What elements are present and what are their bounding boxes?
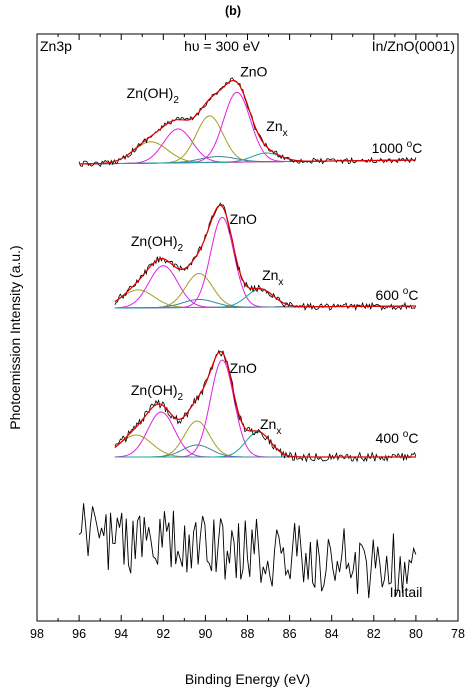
- peak-label: Znx: [262, 267, 283, 288]
- x-tick-label: 94: [114, 627, 128, 641]
- spectrum-1: [114, 202, 417, 312]
- x-tick-label: 82: [367, 627, 381, 641]
- core-level-label: Zn3p: [40, 38, 72, 54]
- x-tick-label: 92: [156, 627, 170, 641]
- peak-label: ZnO: [230, 360, 257, 376]
- x-tick-label: 88: [241, 627, 255, 641]
- chart-texts: Binding Energy (eV) Photoemission Intensi…: [7, 4, 455, 687]
- fit-component-0: [114, 434, 416, 458]
- spectrum-label: 1000 oC: [372, 139, 423, 156]
- spectrum-label: 600 oC: [376, 286, 419, 303]
- x-tick-label: 78: [451, 627, 465, 641]
- panel-label: (b): [225, 4, 241, 18]
- spectrum-label: 400 oC: [376, 429, 419, 446]
- y-axis-label: Photoemission Intensity (a.u.): [7, 245, 23, 429]
- peak-label: Zn(OH)2: [131, 233, 184, 254]
- spectra: [78, 77, 417, 599]
- peak-label: Zn(OH)2: [127, 85, 180, 106]
- peak-label: Znx: [266, 118, 287, 139]
- peak-label: ZnO: [240, 64, 267, 80]
- sample-label: In/ZnO(0001): [372, 38, 455, 54]
- raw-data-line: [114, 349, 417, 463]
- x-tick-label: 96: [72, 627, 86, 641]
- x-tick-label: 90: [198, 627, 212, 641]
- x-axis-label: Binding Energy (eV): [185, 671, 310, 687]
- x-tick-label: 98: [30, 627, 44, 641]
- x-tick-label: 86: [283, 627, 297, 641]
- fit-component-5: [114, 288, 416, 309]
- photon-energy-label: hυ = 300 eV: [184, 38, 260, 54]
- fit-component-0: [114, 289, 416, 308]
- spectrum-3: [78, 503, 417, 599]
- fit-component-4: [114, 444, 416, 458]
- peak-label: Znx: [260, 416, 281, 437]
- fit-envelope-line: [114, 350, 416, 458]
- axes: 98 96 94 92 90 88 86 84 82 80 78: [30, 33, 465, 641]
- spectrum-0: [78, 77, 417, 168]
- x-tick-label: 80: [409, 627, 423, 641]
- fit-envelope-line: [114, 204, 416, 308]
- peak-label: Zn(OH)2: [131, 382, 184, 403]
- fit-component-2: [79, 115, 416, 165]
- peak-label: ZnO: [230, 211, 257, 227]
- fit-component-3: [114, 216, 416, 309]
- fit-envelope-line: [79, 79, 416, 165]
- spectrum-2: [114, 349, 417, 463]
- raw-data-line: [114, 202, 417, 312]
- x-tick-label: 84: [325, 627, 339, 641]
- spectrum-label: Initail: [390, 584, 423, 600]
- raw-data-line: [78, 503, 417, 599]
